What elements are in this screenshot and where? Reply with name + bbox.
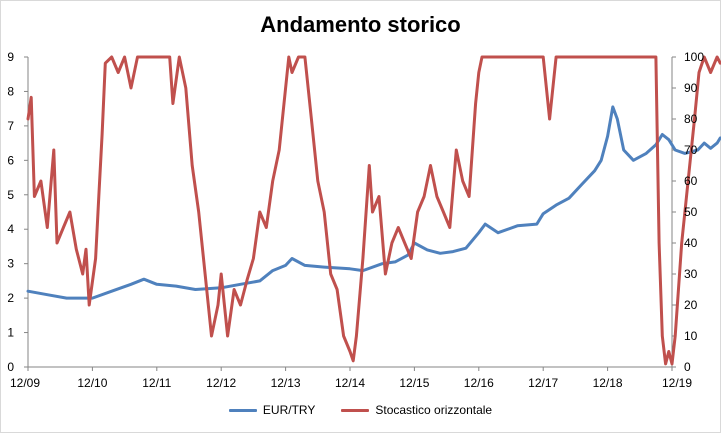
y-right-tick-label: 60 xyxy=(684,174,698,188)
chart-plot xyxy=(26,55,721,366)
y-right-tick-label: 20 xyxy=(684,298,698,312)
y-left-tick-label: 5 xyxy=(7,188,14,202)
series-line-eurtry xyxy=(26,105,721,300)
y-right-tick-label: 10 xyxy=(684,329,698,343)
y-left-tick-label: 1 xyxy=(7,326,14,340)
y-right-tick-label: 100 xyxy=(684,50,704,64)
x-tick-label: 12/09 xyxy=(10,376,40,390)
x-tick-label: 12/15 xyxy=(399,376,429,390)
y-left-tick-label: 0 xyxy=(7,360,14,374)
y-left-tick-label: 7 xyxy=(7,119,14,133)
x-tick-label: 12/13 xyxy=(271,376,301,390)
x-tick-label: 12/17 xyxy=(528,376,558,390)
x-tick-label: 12/18 xyxy=(593,376,623,390)
x-tick-label: 12/12 xyxy=(206,376,236,390)
y-left-tick-label: 3 xyxy=(7,257,14,271)
y-left-tick-label: 4 xyxy=(7,222,14,236)
x-tick-label: 12/16 xyxy=(464,376,494,390)
legend-swatch-eurtry xyxy=(228,408,257,412)
y-right-tick-label: 0 xyxy=(684,360,691,374)
x-tick-label: 12/10 xyxy=(77,376,107,390)
legend-item-eurtry: EUR/TRY xyxy=(228,403,316,417)
y-right-tick-label: 70 xyxy=(684,143,698,157)
legend-label-eurtry: EUR/TRY xyxy=(262,403,316,417)
x-tick-label: 12/19 xyxy=(662,376,692,390)
y-left-tick-label: 9 xyxy=(7,50,14,64)
chart-axes xyxy=(24,56,676,371)
series-line-stocastico xyxy=(26,55,721,366)
y-right-tick-label: 50 xyxy=(684,205,698,219)
x-tick-label: 12/14 xyxy=(335,376,365,390)
chart-title: Andamento storico xyxy=(260,12,461,37)
legend-label-stocastico: Stocastico orizzontale xyxy=(375,403,493,417)
y-right-tick-label: 40 xyxy=(684,236,698,250)
y-left-tick-label: 6 xyxy=(7,153,14,167)
legend-swatch-stocastico xyxy=(341,408,370,412)
chart-legend: EUR/TRY Stocastico orizzontale xyxy=(0,403,721,417)
legend-item-stocastico: Stocastico orizzontale xyxy=(341,403,492,417)
y-right-tick-label: 30 xyxy=(684,267,698,281)
x-tick-label: 12/11 xyxy=(142,376,171,390)
y-right-tick-label: 90 xyxy=(684,81,698,95)
y-left-tick-label: 2 xyxy=(7,291,14,305)
y-right-tick-label: 80 xyxy=(684,112,698,126)
y-left-tick-label: 8 xyxy=(7,84,14,98)
